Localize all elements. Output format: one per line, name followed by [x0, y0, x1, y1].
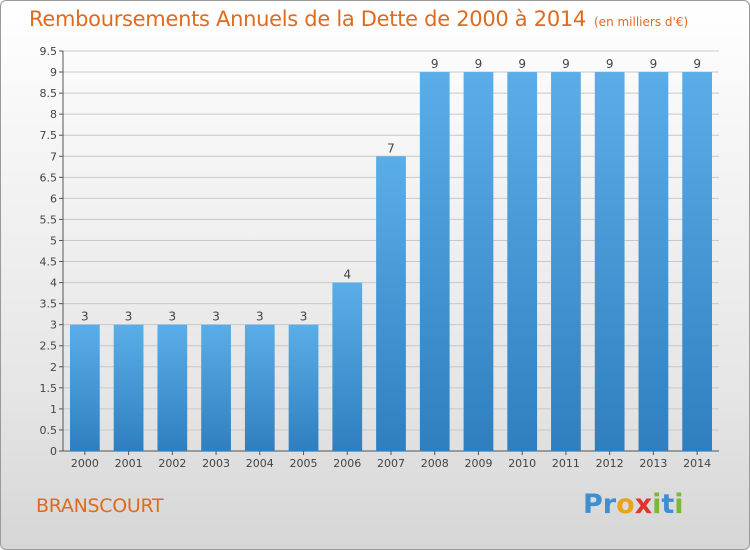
x-tick-label: 2007 [377, 457, 405, 470]
logo-letter: P [583, 489, 603, 520]
y-tick-label: 0.5 [40, 424, 58, 437]
data-label: 9 [475, 57, 483, 71]
y-tick-label: 1 [50, 403, 57, 416]
proxiti-logo: Proxiti [583, 489, 684, 520]
town-name: BRANSCOURT [36, 495, 164, 517]
data-label: 9 [431, 57, 439, 71]
y-tick-label: 7.5 [40, 129, 58, 142]
data-label: 9 [693, 57, 701, 71]
bar [551, 72, 581, 451]
data-label: 3 [169, 310, 177, 324]
y-tick-label: 2.5 [40, 340, 58, 353]
bar [507, 72, 538, 451]
bar [113, 324, 144, 451]
bar [69, 324, 100, 451]
logo-letter: i [652, 489, 662, 520]
bar [244, 324, 275, 451]
x-tick-label: 2008 [421, 457, 449, 470]
x-tick-label: 2002 [158, 457, 186, 470]
x-tick-label: 2005 [290, 457, 318, 470]
chart-title: Remboursements Annuels de la Dette de 20… [29, 7, 688, 31]
data-label: 9 [606, 57, 614, 71]
x-tick-label: 2004 [246, 457, 274, 470]
bar [638, 72, 669, 451]
x-tick-label: 2003 [202, 457, 230, 470]
bar [376, 156, 406, 451]
data-label: 3 [300, 310, 308, 324]
logo-letter: r [602, 489, 617, 520]
data-label: 9 [650, 57, 658, 71]
data-label: 9 [562, 57, 570, 71]
bar [201, 324, 231, 451]
x-tick-label: 2000 [71, 457, 99, 470]
title-text: Remboursements Annuels de la Dette de 20… [29, 7, 586, 31]
data-label: 3 [256, 310, 264, 324]
bar [419, 72, 450, 451]
y-tick-label: 3 [50, 319, 57, 332]
logo-letter: o [616, 489, 635, 520]
y-tick-label: 1.5 [40, 382, 58, 395]
y-tick-label: 2 [50, 361, 57, 374]
data-label: 3 [125, 310, 133, 324]
x-tick-label: 2001 [115, 457, 143, 470]
bar [288, 324, 319, 451]
x-tick-label: 2014 [683, 457, 711, 470]
data-label: 3 [81, 310, 89, 324]
y-tick-label: 8 [50, 108, 57, 121]
y-tick-label: 8.5 [40, 87, 58, 100]
x-tick-label: 2009 [464, 457, 492, 470]
y-tick-label: 6.5 [40, 171, 58, 184]
bar [332, 282, 363, 451]
chart-subtitle: (en milliers d'€) [594, 15, 689, 29]
x-tick-label: 2013 [639, 457, 667, 470]
x-tick-label: 2012 [596, 457, 624, 470]
bar [682, 72, 713, 451]
y-tick-label: 9 [50, 66, 57, 79]
logo-letter: i [674, 489, 684, 520]
x-tick-label: 2010 [508, 457, 536, 470]
x-tick-label: 2006 [333, 457, 361, 470]
data-label: 9 [518, 57, 526, 71]
y-tick-label: 5 [50, 234, 57, 247]
data-label: 3 [212, 310, 220, 324]
logo-letter: x [634, 489, 653, 520]
y-tick-label: 4 [50, 277, 57, 290]
y-tick-label: 3.5 [40, 298, 58, 311]
data-label: 4 [343, 268, 351, 282]
y-tick-label: 5.5 [40, 213, 58, 226]
y-tick-label: 7 [50, 150, 57, 163]
y-tick-label: 4.5 [40, 256, 58, 269]
y-tick-label: 6 [50, 192, 57, 205]
logo-letter: t [661, 489, 675, 520]
y-tick-label: 9.5 [40, 45, 58, 58]
bar [157, 324, 188, 451]
bar [594, 72, 625, 451]
y-tick-label: 0 [50, 445, 57, 458]
x-tick-label: 2011 [552, 457, 580, 470]
bar [463, 72, 494, 451]
data-label: 7 [387, 141, 395, 155]
